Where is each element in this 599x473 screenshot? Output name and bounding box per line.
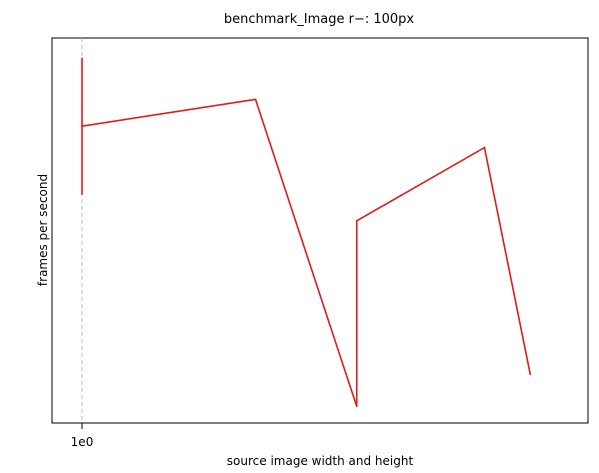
series-point [254, 98, 257, 101]
x-axis-label: source image width and height [227, 454, 414, 468]
series-group [81, 57, 532, 408]
series-point [81, 57, 83, 60]
series-point [483, 146, 486, 149]
x-tick-label: 1e0 [71, 435, 94, 449]
series-point [81, 193, 83, 195]
series-line [81, 58, 532, 407]
series-point [355, 219, 358, 222]
plot-frame [51, 37, 589, 424]
series-point [529, 373, 532, 376]
chart-title: benchmark_Image r−: 100px [224, 12, 415, 27]
series-point [81, 125, 83, 127]
series-point [355, 405, 358, 408]
y-axis-label: frames per second [36, 174, 50, 286]
